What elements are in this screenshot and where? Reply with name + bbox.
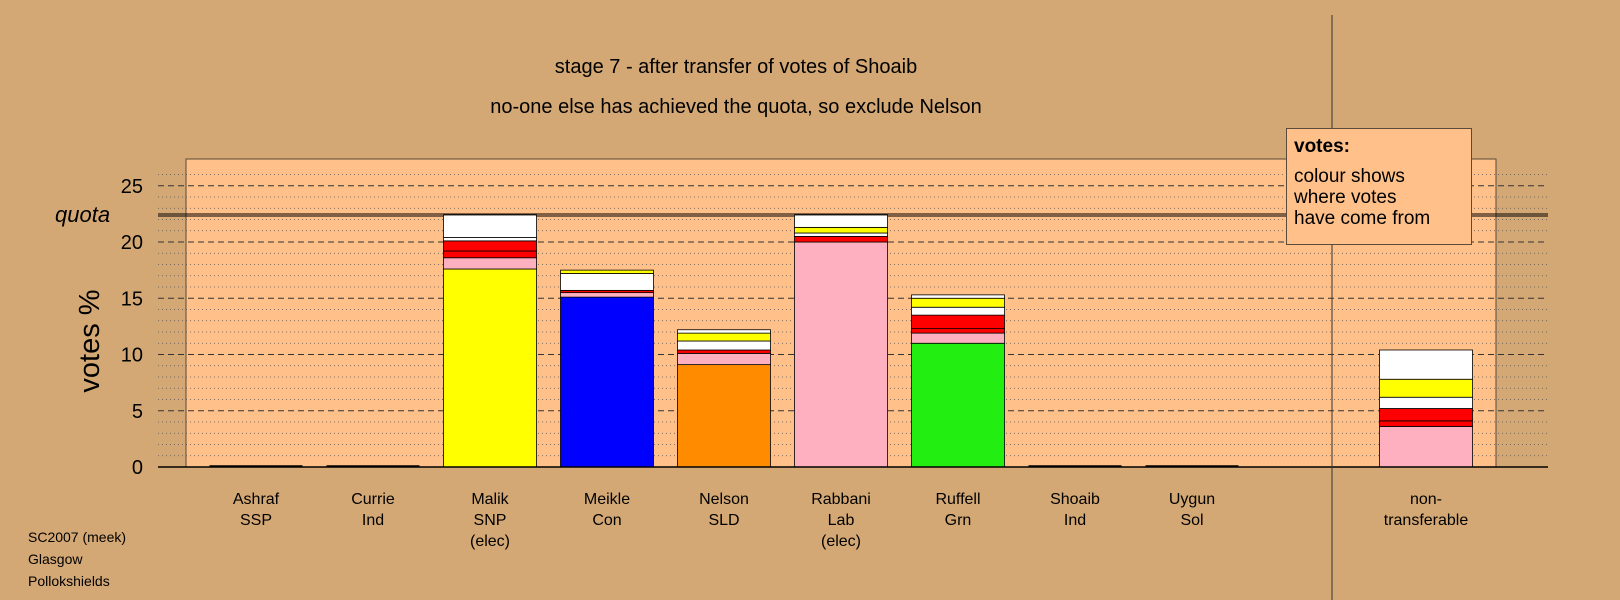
- x-category-label: Grn: [945, 512, 972, 529]
- x-category-label: (elec): [470, 533, 510, 550]
- bar-segment: [911, 294, 1005, 299]
- y-tick-label: 20: [121, 232, 143, 254]
- bar-segment: [794, 241, 888, 468]
- bar-segment: [443, 237, 537, 242]
- bar-segment: [1379, 426, 1473, 468]
- bar-segment: [443, 214, 537, 238]
- legend-body: colour shows where votes have come from: [1294, 166, 1431, 229]
- x-category-label: Nelson: [699, 491, 749, 508]
- quota-label: quota: [55, 202, 110, 227]
- bar-segment: [911, 297, 1005, 308]
- x-category-label: Malik: [471, 491, 509, 508]
- chart-title: stage 7 - after transfer of votes of Sho…: [555, 56, 917, 78]
- legend-box: votes: colour shows where votes have com…: [1286, 128, 1472, 245]
- bar-segment: [794, 235, 888, 243]
- x-category-label: Lab: [828, 512, 855, 529]
- bar-segment: [560, 269, 654, 274]
- x-category-label: non-: [1410, 491, 1442, 508]
- bar-segment: [443, 257, 537, 270]
- legend-title: votes:: [1294, 136, 1350, 157]
- bar-segment: [794, 232, 888, 237]
- bar-segment: [794, 214, 888, 228]
- bar-segment: [677, 340, 771, 351]
- x-category-label: Meikle: [584, 491, 630, 508]
- x-category-label: SNP: [474, 512, 507, 529]
- x-category-label: Ind: [362, 512, 384, 529]
- source-footer: SC2007 (meek) Glasgow Pollokshields: [28, 526, 126, 592]
- footer-line: Pollokshields: [28, 573, 110, 589]
- x-category-label: SSP: [240, 512, 272, 529]
- bar-segment: [560, 296, 654, 468]
- bar-segment: [1379, 420, 1473, 427]
- bar-segment: [1379, 396, 1473, 409]
- y-tick-label: 0: [132, 457, 143, 479]
- bar-segment: [911, 342, 1005, 468]
- bar-segment: [560, 292, 654, 298]
- x-category-label: SLD: [708, 512, 739, 529]
- x-category-label: (elec): [821, 533, 861, 550]
- x-category-label: Ashraf: [233, 491, 280, 508]
- x-category-label: transferable: [1384, 512, 1469, 529]
- bar-segment: [794, 226, 888, 234]
- footer-line: SC2007 (meek): [28, 529, 127, 545]
- bar-segment: [677, 349, 771, 354]
- x-category-label: Ruffell: [935, 491, 980, 508]
- bar-segment: [560, 273, 654, 291]
- bar-segment: [1379, 408, 1473, 422]
- chart-subtitle: no-one else has achieved the quota, so e…: [490, 96, 981, 118]
- bar-segment: [443, 240, 537, 252]
- plot-area: 0 5 10 15 20 25 quota Ashraf SSP Currie Ind Malik SN…: [55, 15, 1548, 600]
- x-category-label: Con: [592, 512, 621, 529]
- bar-segment: [1379, 378, 1473, 398]
- bar-segment: [677, 329, 771, 334]
- x-category-label: Currie: [351, 491, 395, 508]
- bar-segment: [911, 332, 1005, 344]
- bar-segment: [677, 332, 771, 342]
- bar-segment: [911, 306, 1005, 316]
- y-axis-label: votes %: [74, 289, 106, 392]
- y-tick-label: 5: [132, 401, 143, 423]
- footer-line: Glasgow: [28, 551, 83, 567]
- bar-segment: [911, 328, 1005, 334]
- y-tick-label: 10: [121, 345, 143, 367]
- x-category-label: Ind: [1064, 512, 1086, 529]
- bar-segment: [677, 352, 771, 366]
- bar-segment: [911, 314, 1005, 330]
- bar-segment: [677, 364, 771, 468]
- x-category-label: Shoaib: [1050, 491, 1100, 508]
- bar-segment: [443, 268, 537, 468]
- y-tick-label: 15: [121, 288, 143, 310]
- bar-segment: [443, 250, 537, 259]
- bar-segment: [1379, 349, 1473, 380]
- x-category-label: Uygun: [1169, 491, 1215, 508]
- x-category-label: Rabbani: [811, 491, 871, 508]
- x-category-label: Sol: [1180, 512, 1203, 529]
- y-tick-label: 25: [121, 176, 143, 198]
